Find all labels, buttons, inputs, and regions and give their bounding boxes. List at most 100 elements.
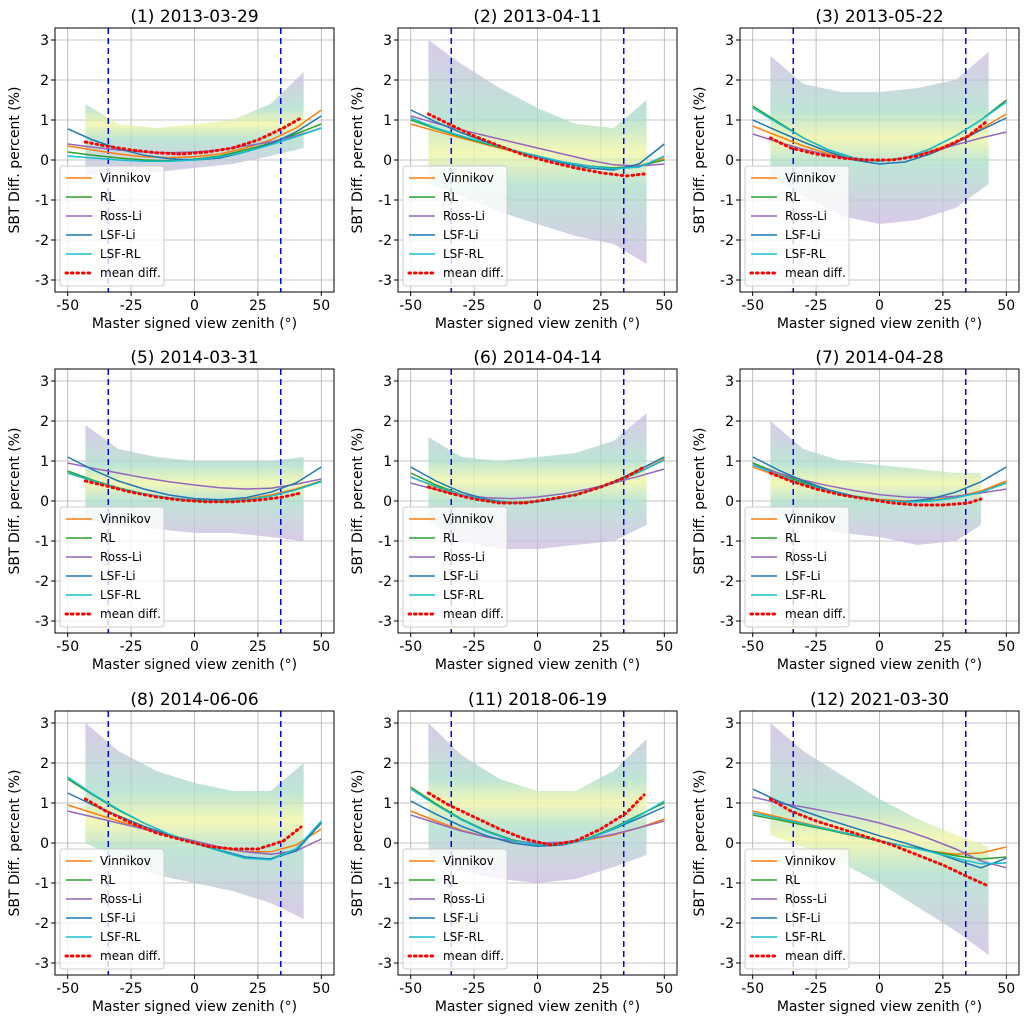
x-tick-label: 0 — [190, 298, 199, 314]
y-tick-label: 1 — [383, 454, 392, 470]
y-tick-label: 0 — [725, 153, 734, 169]
legend-box — [402, 848, 508, 970]
y-tick-label: 2 — [383, 756, 392, 772]
legend-label: Ross-Li — [443, 209, 485, 223]
y-tick-label: -3 — [720, 273, 734, 289]
series-line-mean-diff — [426, 791, 646, 847]
x-tick-label: -50 — [741, 639, 764, 655]
legend-label: LSF-Li — [443, 228, 479, 242]
legend-label: mean diff. — [100, 266, 161, 280]
chart-panel: -50 -25 0 25 50 -3 -2 -1 0 1 2 3 (1) 2013-03-29 Maste… — [7, 7, 335, 332]
scatter-density — [428, 40, 647, 264]
y-tick-label: -3 — [378, 956, 392, 972]
y-tick-label: -3 — [378, 273, 392, 289]
x-tick-label: 50 — [997, 639, 1015, 655]
x-tick-label: -50 — [399, 298, 422, 314]
x-tick-label: -25 — [463, 981, 486, 997]
chart-panel: -50 -25 0 25 50 -3 -2 -1 0 1 2 3 (11) 2018-06-19 Mast… — [350, 690, 678, 1015]
x-tick-label: -25 — [120, 639, 143, 655]
legend-label: RL — [443, 873, 458, 887]
legend-label: LSF-RL — [785, 930, 826, 944]
x-tick-label: -50 — [56, 298, 79, 314]
legend-label: Ross-Li — [785, 550, 827, 564]
y-axis-label: SBT Diff. percent (%) — [350, 427, 366, 574]
y-tick-label: 2 — [725, 756, 734, 772]
y-tick-label: -2 — [35, 916, 49, 932]
legend-box — [402, 506, 508, 628]
y-tick-label: 0 — [725, 836, 734, 852]
x-tick-label: -25 — [463, 298, 486, 314]
legend-box — [59, 165, 165, 287]
chart-title: (12) 2021-03-30 — [810, 690, 949, 710]
legend-label: Ross-Li — [100, 550, 142, 564]
legend-label: mean diff. — [785, 949, 846, 963]
y-tick-label: -3 — [720, 614, 734, 630]
legend-label: Ross-Li — [443, 892, 485, 906]
x-tick-label: 50 — [997, 981, 1015, 997]
legend-label: LSF-RL — [100, 588, 141, 602]
legend-label: LSF-RL — [443, 247, 484, 261]
y-tick-label: 1 — [383, 796, 392, 812]
legend-box — [744, 506, 850, 628]
x-tick-label: 25 — [592, 981, 610, 997]
y-tick-label: 2 — [40, 756, 49, 772]
legend-label: mean diff. — [785, 266, 846, 280]
x-tick-label: 25 — [249, 298, 267, 314]
y-tick-label: -1 — [378, 193, 392, 209]
y-axis-label: SBT Diff. percent (%) — [692, 769, 708, 916]
x-tick-label: 25 — [934, 298, 952, 314]
x-tick-label: 0 — [533, 298, 542, 314]
x-tick-label: 50 — [312, 639, 330, 655]
y-axis-label: SBT Diff. percent (%) — [692, 86, 708, 233]
legend-box — [744, 165, 850, 287]
x-tick-label: -50 — [741, 298, 764, 314]
legend-label: LSF-Li — [100, 569, 136, 583]
x-axis-label: Master signed view zenith (°) — [92, 657, 297, 673]
legend-label: LSF-Li — [785, 228, 821, 242]
y-tick-label: -2 — [378, 916, 392, 932]
y-tick-label: -2 — [35, 233, 49, 249]
y-axis-label: SBT Diff. percent (%) — [350, 86, 366, 233]
x-axis-label: Master signed view zenith (°) — [92, 316, 297, 332]
y-tick-label: -2 — [378, 574, 392, 590]
y-tick-label: -2 — [720, 916, 734, 932]
x-tick-label: 50 — [655, 981, 673, 997]
x-axis-label: Master signed view zenith (°) — [777, 999, 982, 1015]
y-tick-label: 2 — [725, 414, 734, 430]
legend-label: LSF-RL — [785, 247, 826, 261]
legend-label: Ross-Li — [443, 550, 485, 564]
chart-title: (11) 2018-06-19 — [468, 690, 607, 710]
legend-label: RL — [443, 531, 458, 545]
y-tick-label: -1 — [720, 876, 734, 892]
y-tick-label: 1 — [40, 454, 49, 470]
y-axis-label: SBT Diff. percent (%) — [692, 427, 708, 574]
legend-label: LSF-RL — [100, 247, 141, 261]
y-tick-label: 2 — [725, 73, 734, 89]
legend-label: mean diff. — [443, 949, 504, 963]
y-tick-label: 1 — [383, 113, 392, 129]
x-axis-label: Master signed view zenith (°) — [435, 999, 640, 1015]
series-line-mean-diff — [768, 471, 983, 507]
scatter-density — [85, 723, 304, 919]
series-line-ross-li — [752, 796, 1007, 869]
x-tick-label: 0 — [190, 639, 199, 655]
series-line-lsf-li — [752, 788, 1007, 869]
legend-label: Vinnikov — [100, 171, 151, 185]
y-tick-label: 0 — [383, 494, 392, 510]
x-tick-label: 25 — [934, 639, 952, 655]
y-tick-label: 1 — [40, 796, 49, 812]
series-line-mean-diff — [426, 465, 646, 505]
y-tick-label: -2 — [35, 574, 49, 590]
legend-label: Vinnikov — [785, 171, 836, 185]
legend-label: LSF-Li — [100, 911, 136, 925]
y-tick-label: -1 — [720, 193, 734, 209]
legend-label: LSF-Li — [443, 569, 479, 583]
x-tick-label: 25 — [249, 981, 267, 997]
y-tick-label: -1 — [35, 534, 49, 550]
legend-label: LSF-RL — [443, 588, 484, 602]
x-tick-label: 50 — [997, 298, 1015, 314]
legend-label: LSF-Li — [785, 569, 821, 583]
x-tick-label: 0 — [875, 298, 884, 314]
series-line-vinnikov — [67, 109, 322, 159]
